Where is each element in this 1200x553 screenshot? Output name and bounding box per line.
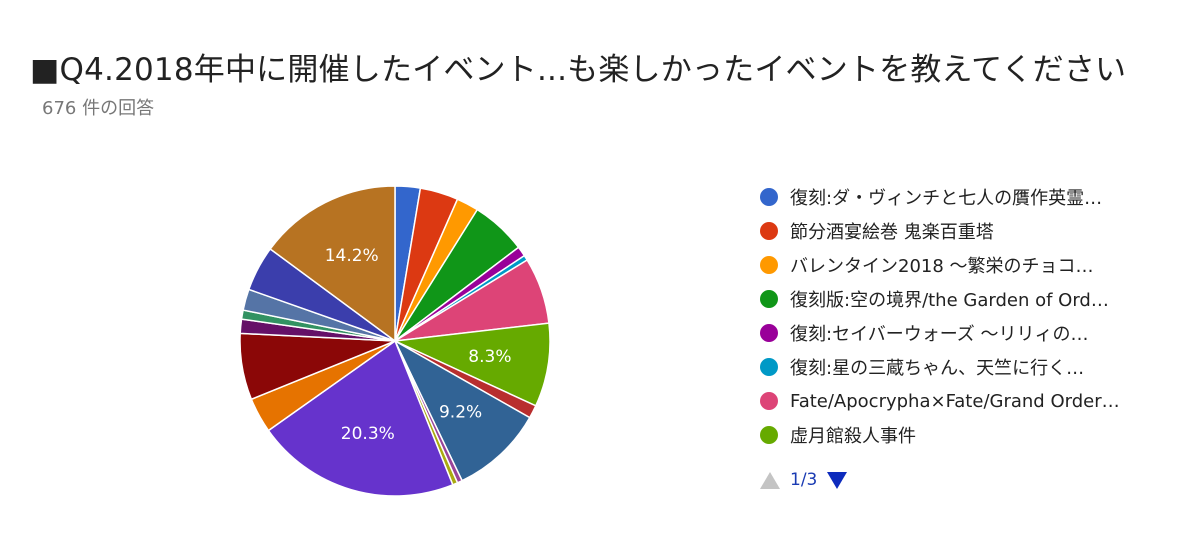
legend-item[interactable]: Fate/Apocrypha×Fate/Grand Order…	[760, 384, 1120, 418]
legend-label: 復刻:星の三蔵ちゃん、天竺に行く…	[790, 358, 1085, 379]
legend-label: Fate/Apocrypha×Fate/Grand Order…	[790, 390, 1120, 412]
legend-label: 虚月館殺人事件	[790, 426, 916, 447]
response-count: 676 件の回答	[42, 98, 155, 119]
slice-percent-label: 8.3%	[468, 347, 511, 367]
legend-swatch	[760, 426, 778, 444]
legend-item[interactable]: 節分酒宴絵巻 鬼楽百重塔	[760, 214, 1120, 248]
legend-label: 復刻:セイバーウォーズ 〜リリィの…	[790, 324, 1089, 345]
legend-item[interactable]: バレンタイン2018 〜繁栄のチョコ…	[760, 248, 1120, 282]
pie-slice[interactable]	[393, 339, 531, 482]
legend-item[interactable]: 復刻:セイバーウォーズ 〜リリィの…	[760, 316, 1120, 350]
legend-swatch	[760, 324, 778, 342]
legend-label: 復刻版:空の境界/the Garden of Ord…	[790, 290, 1109, 311]
slice-percent-label: 9.2%	[439, 402, 482, 422]
previous-page-icon[interactable]	[760, 471, 780, 489]
legend-label: 復刻:ダ・ヴィンチと七人の贋作英霊…	[790, 188, 1103, 209]
legend-swatch	[760, 358, 778, 376]
pie-slice[interactable]	[267, 339, 454, 497]
slice-percent-label: 20.3%	[341, 424, 395, 444]
legend-swatch	[760, 222, 778, 240]
legend-item[interactable]: 復刻版:空の境界/the Garden of Ord…	[760, 282, 1120, 316]
pie-slice[interactable]	[392, 322, 551, 407]
legend-pager: 1/3	[760, 470, 848, 490]
slice-percent-label: 14.2%	[325, 246, 379, 266]
legend-label: バレンタイン2018 〜繁栄のチョコ…	[790, 256, 1094, 277]
chart-title: ■Q4.2018年中に開催したイベント...も楽しかったイベントを教えてください	[30, 52, 1127, 88]
page-indicator: 1/3	[790, 470, 818, 490]
legend-swatch	[760, 188, 778, 206]
legend-swatch	[760, 392, 778, 410]
legend-item[interactable]: 復刻:ダ・ヴィンチと七人の贋作英霊…	[760, 180, 1120, 214]
legend-item[interactable]: 復刻:星の三蔵ちゃん、天竺に行く…	[760, 350, 1120, 384]
chart-legend: 復刻:ダ・ヴィンチと七人の贋作英霊… 節分酒宴絵巻 鬼楽百重塔バレンタイン2018…	[760, 180, 1120, 452]
pie-chart: 8.3% 9.2% 20.3% 14.2%	[239, 185, 551, 497]
legend-swatch	[760, 290, 778, 308]
legend-item[interactable]: 虚月館殺人事件	[760, 418, 1120, 452]
legend-label: 節分酒宴絵巻 鬼楽百重塔	[790, 222, 994, 243]
legend-swatch	[760, 256, 778, 274]
next-page-icon[interactable]	[827, 471, 848, 489]
pie-slice[interactable]	[269, 185, 396, 343]
